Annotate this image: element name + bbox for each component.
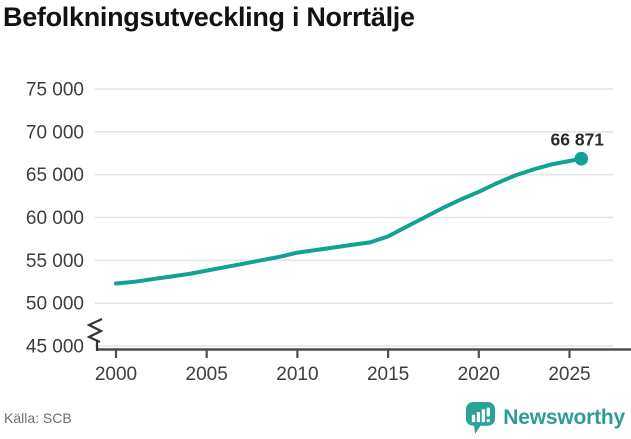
x-tick-label: 2025	[548, 364, 590, 385]
x-tick-label: 2020	[458, 364, 500, 385]
chart-footer: Källa: SCB Newsworthy	[0, 401, 631, 437]
source-label: Källa: SCB	[4, 410, 72, 426]
bar-chart-glyph	[472, 407, 491, 423]
x-tick-label: 2015	[367, 364, 409, 385]
newsworthy-speech-bubble-chart-icon	[466, 402, 496, 434]
brand-wordmark: Newsworthy	[503, 406, 625, 429]
y-tick-label: 50 000	[26, 294, 84, 315]
series-line	[114, 156, 584, 286]
y-tick-label: 70 000	[26, 122, 84, 143]
x-tick-label: 2010	[276, 364, 318, 385]
y-tick-label: 60 000	[26, 208, 84, 229]
y-tick-label: 55 000	[26, 251, 84, 272]
latest-value-label: 66 871	[551, 130, 605, 150]
axis-break-icon	[86, 318, 104, 344]
latest-point-dot	[574, 151, 589, 166]
population-line-chart: 45 000 50 000 55 000 60 000 65 000 70 000 75 0…	[26, 80, 631, 385]
y-tick-label: 45 000	[26, 337, 84, 358]
x-tick-label: 2000	[95, 364, 137, 385]
y-tick-label: 75 000	[26, 80, 84, 101]
chart-title: Befolkningsutveckling i Norrtälje	[3, 2, 415, 32]
x-tick-label: 2005	[186, 364, 228, 385]
newsworthy-logo: Newsworthy	[465, 401, 625, 435]
y-tick-label: 65 000	[26, 165, 84, 186]
